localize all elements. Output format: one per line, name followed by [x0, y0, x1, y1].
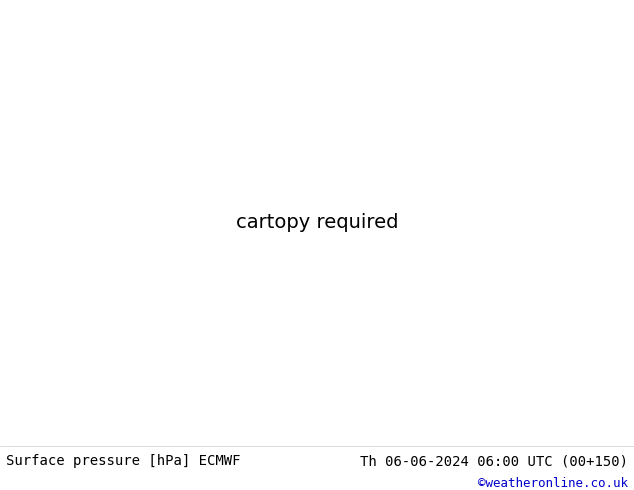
Text: ©weatheronline.co.uk: ©weatheronline.co.uk [477, 477, 628, 490]
Text: cartopy required: cartopy required [236, 214, 398, 232]
Text: Surface pressure [hPa] ECMWF: Surface pressure [hPa] ECMWF [6, 454, 241, 468]
Text: Th 06-06-2024 06:00 UTC (00+150): Th 06-06-2024 06:00 UTC (00+150) [359, 454, 628, 468]
